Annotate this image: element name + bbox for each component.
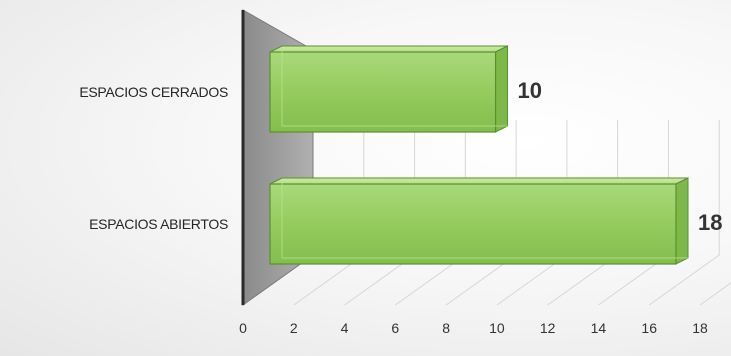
x-tick-label: 2 <box>290 320 298 336</box>
gridline <box>648 120 720 306</box>
x-tick-label: 6 <box>391 320 399 336</box>
x-tick-label: 16 <box>641 320 657 336</box>
bar-side-face <box>495 45 509 133</box>
x-tick-label: 10 <box>489 320 505 336</box>
bar-top-face <box>269 177 689 185</box>
gridline <box>699 282 731 306</box>
x-tick-label: 14 <box>591 320 607 336</box>
x-tick-label: 0 <box>239 320 247 336</box>
bar-front-face <box>269 183 677 265</box>
category-label: ESPACIOS CERRADOS <box>79 84 228 100</box>
bar <box>269 177 689 265</box>
bars <box>269 45 689 265</box>
bar-side-face <box>675 177 689 265</box>
bar-front-face <box>269 51 497 133</box>
x-tick-label: 18 <box>692 320 708 336</box>
bar-top-face <box>269 45 508 53</box>
labels: 10 ESPACIOS CERRADOS 18 ESPACIOS ABIERTOS 0 2… <box>79 78 722 336</box>
data-label: 10 <box>518 78 542 103</box>
bar <box>269 45 509 133</box>
data-label: 18 <box>698 210 722 235</box>
x-tick-label: 8 <box>442 320 450 336</box>
x-tick-label: 4 <box>341 320 349 336</box>
x-tick-label: 12 <box>540 320 556 336</box>
category-label: ESPACIOS ABIERTOS <box>89 216 228 232</box>
